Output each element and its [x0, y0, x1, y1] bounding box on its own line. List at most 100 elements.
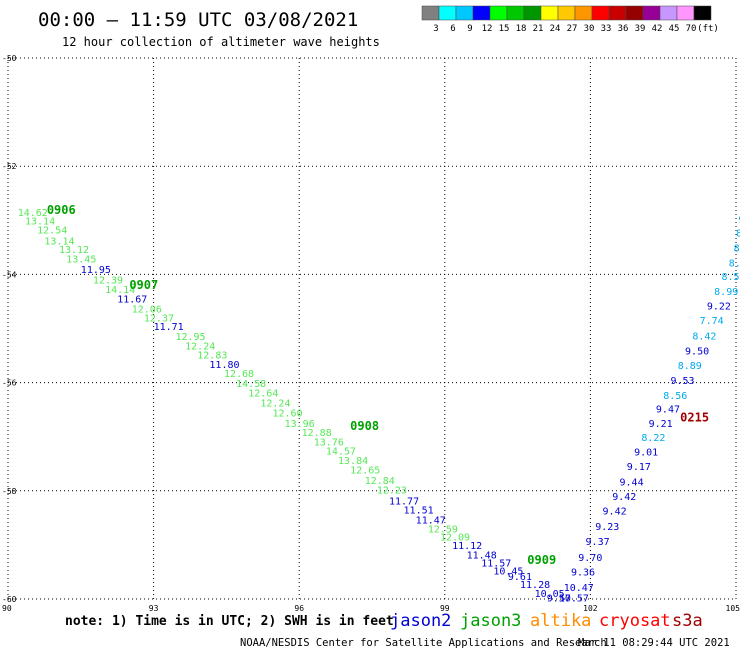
- y-tick-label: -52: [2, 162, 17, 171]
- wave-height-label: 11.47: [416, 515, 446, 526]
- y-tick-label: -58: [2, 487, 17, 496]
- wave-height-label: 12.24: [260, 398, 290, 409]
- wave-height-label: 9.01: [634, 448, 658, 459]
- wave-height-label: 12.83: [197, 350, 227, 361]
- wave-height-label: 11.51: [404, 506, 434, 517]
- scale-swatch: [557, 5, 576, 21]
- wave-height-label: 12.06: [132, 304, 162, 315]
- scale-label: 3: [433, 24, 438, 34]
- x-tick-label: 99: [440, 604, 450, 613]
- scale-label: 15: [499, 24, 510, 34]
- wave-height-label: 8.58: [734, 244, 740, 255]
- wave-height-label: 12.54: [37, 225, 67, 236]
- wave-height-label: 9.47: [656, 404, 680, 415]
- legend-jason2: jason2: [390, 611, 451, 631]
- wave-height-label: 11.67: [117, 295, 147, 306]
- wave-height-label: 13.96: [285, 419, 315, 430]
- wave-height-label: 12.59: [428, 524, 458, 535]
- scale-label: 42: [652, 24, 663, 34]
- wave-height-label: 7.74: [700, 316, 724, 327]
- wave-height-label: 12.37: [144, 313, 174, 324]
- y-tick-label: -54: [2, 270, 17, 279]
- wave-height-label: 14.62: [18, 208, 48, 219]
- x-tick-label: 102: [583, 604, 598, 613]
- wave-height-label: 13.12: [59, 245, 89, 256]
- wave-height-label: 11.95: [81, 265, 111, 276]
- y-tick-label: -56: [2, 379, 17, 388]
- wave-height-label: 9.36: [571, 568, 595, 579]
- scale-swatch: [676, 5, 695, 21]
- scale-swatch: [472, 5, 491, 21]
- wave-height-label: 12.64: [248, 389, 278, 400]
- wave-height-label: 8.22: [641, 433, 665, 444]
- wave-height-label: 10.05: [535, 589, 565, 600]
- wave-height-label: 13.14: [25, 217, 55, 228]
- scale-label: 70: [686, 24, 697, 34]
- wave-height-label: 9.: [738, 215, 740, 226]
- wave-height-label: 8.56: [663, 391, 687, 402]
- wave-height-label: 8.18: [729, 258, 740, 269]
- wave-height-label: 9.37: [586, 537, 610, 548]
- wave-height-label: 12.84: [365, 476, 395, 487]
- x-tick-label: 96: [294, 604, 304, 613]
- scale-swatch: [489, 5, 508, 21]
- footer-note: note: 1) Time is in UTC; 2) SWH is in fe…: [65, 614, 394, 629]
- wave-height-label: 14.14: [105, 285, 135, 296]
- pass-time-label: 0215: [680, 411, 709, 425]
- footer-credit: NOAA/NESDIS Center for Satellite Applica…: [240, 637, 607, 649]
- legend-s3a: s3a: [672, 611, 703, 631]
- wave-height-label: 12.39: [93, 276, 123, 287]
- wave-height-label: 9.57: [547, 594, 571, 605]
- wave-height-label: 12.09: [440, 533, 470, 544]
- wave-height-label: 12.68: [224, 369, 254, 380]
- scale-swatch: [642, 5, 661, 21]
- color-scale: 3 6 9 12 15 18 21 24 27 30 33 36 39 42 45 70 (ft): [421, 5, 719, 34]
- scale-label: 33: [601, 24, 612, 34]
- scale-label: 18: [516, 24, 527, 34]
- wave-height-label: 11.48: [467, 550, 497, 561]
- wave-height-label: 10.47: [564, 583, 594, 594]
- scale-label: (ft): [697, 24, 719, 34]
- scale-label: 6: [450, 24, 455, 34]
- legend-cryosat: cryosat: [599, 611, 671, 631]
- chart-subtitle: 12 hour collection of altimeter wave hei…: [62, 35, 380, 49]
- wave-height-label: 9.22: [707, 302, 731, 313]
- grid: [7, 57, 737, 600]
- wave-height-label: 13.76: [314, 437, 344, 448]
- wave-height-label: 9.21: [649, 419, 673, 430]
- wave-height-label: 12.95: [175, 332, 205, 343]
- scale-swatch: [591, 5, 610, 21]
- scale-swatch: [693, 5, 712, 21]
- wave-height-label: 11.77: [389, 496, 419, 507]
- wave-height-label: 13.14: [44, 237, 74, 248]
- wave-height-label: 11.57: [481, 559, 511, 570]
- wave-height-label: 12.23: [377, 486, 407, 497]
- wave-height-label: 8.58: [721, 272, 740, 283]
- wave-height-label: 9.42: [612, 492, 636, 503]
- scale-swatch: [523, 5, 542, 21]
- y-tick-label: -60: [2, 595, 17, 604]
- wave-height-label: 14.58: [236, 379, 266, 390]
- wave-height-label: 8.42: [692, 331, 716, 342]
- pass-time-label: 0907: [129, 278, 158, 292]
- wave-height-label: 9.44: [620, 477, 644, 488]
- scale-swatch: [659, 5, 678, 21]
- x-tick-label: 90: [2, 604, 12, 613]
- scale-swatch: [574, 5, 593, 21]
- legend-jason3: jason3: [460, 611, 521, 631]
- wave-height-label: 12.24: [185, 342, 215, 353]
- wave-height-label: 9.70: [578, 553, 602, 564]
- wave-height-label: 8.99: [714, 287, 738, 298]
- scale-label: 27: [567, 24, 578, 34]
- scale-swatch: [625, 5, 644, 21]
- wave-height-label: 9.50: [685, 346, 709, 357]
- wave-height-label: 14.57: [326, 447, 356, 458]
- scale-label: 24: [550, 24, 561, 34]
- wave-height-label: 11.28: [520, 580, 550, 591]
- pass-time-label: 0909: [527, 553, 556, 567]
- scale-swatch: [540, 5, 559, 21]
- x-tick-label: 93: [149, 604, 159, 613]
